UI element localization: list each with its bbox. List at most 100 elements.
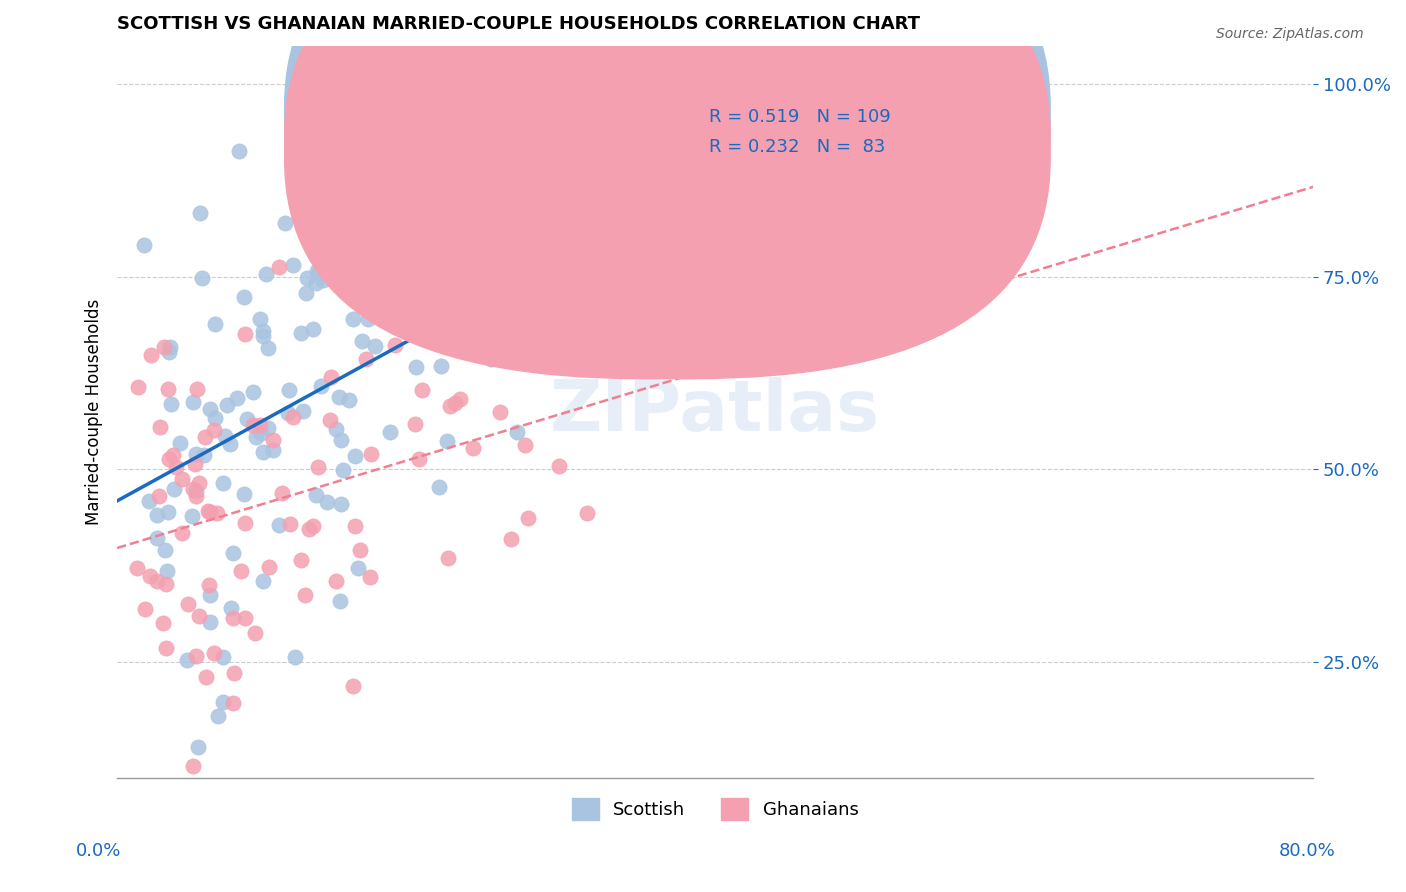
Point — [148, 489, 170, 503]
Point — [340, 176, 363, 190]
Point — [267, 517, 290, 532]
Point — [202, 646, 225, 660]
Point — [249, 418, 271, 433]
Point — [839, 62, 862, 76]
Point — [305, 201, 328, 215]
Point — [308, 264, 330, 278]
Point — [190, 271, 212, 285]
Point — [576, 506, 599, 520]
Point — [202, 423, 225, 437]
Point — [204, 411, 226, 425]
Point — [155, 576, 177, 591]
Point — [194, 669, 217, 683]
Point — [290, 553, 312, 567]
Point — [467, 299, 489, 313]
Point — [172, 525, 194, 540]
Point — [411, 383, 433, 397]
Point — [207, 708, 229, 723]
Point — [159, 340, 181, 354]
Point — [474, 291, 496, 305]
Point — [146, 531, 169, 545]
Point — [302, 518, 325, 533]
Point — [281, 258, 304, 272]
Point — [406, 291, 429, 305]
Point — [225, 391, 247, 405]
Point — [277, 406, 299, 420]
Point — [294, 285, 316, 300]
Point — [198, 578, 221, 592]
Point — [337, 393, 360, 408]
Point — [188, 609, 211, 624]
Point — [181, 509, 204, 524]
Point — [236, 411, 259, 425]
Point — [214, 429, 236, 443]
Point — [298, 522, 321, 536]
Point — [450, 392, 472, 406]
Point — [217, 398, 239, 412]
Point — [330, 497, 353, 511]
Text: 0.0%: 0.0% — [76, 842, 121, 860]
Point — [278, 516, 301, 531]
Point — [578, 258, 600, 272]
FancyBboxPatch shape — [284, 0, 1050, 350]
Point — [391, 293, 413, 308]
Point — [186, 447, 208, 461]
Y-axis label: Married-couple Households: Married-couple Households — [86, 299, 103, 524]
Point — [193, 448, 215, 462]
Point — [184, 649, 207, 664]
Point — [194, 429, 217, 443]
Point — [436, 551, 458, 566]
Point — [380, 179, 402, 194]
Point — [152, 615, 174, 630]
Point — [153, 340, 176, 354]
Point — [501, 533, 523, 547]
Point — [307, 264, 329, 278]
Point — [156, 382, 179, 396]
Point — [305, 276, 328, 290]
Legend: Scottish, Ghanaians: Scottish, Ghanaians — [564, 790, 866, 827]
Point — [437, 188, 460, 202]
Point — [404, 417, 426, 432]
Point — [211, 649, 233, 664]
Point — [479, 352, 502, 367]
Point — [494, 227, 516, 242]
Point — [163, 483, 186, 497]
Point — [404, 193, 426, 207]
Point — [281, 409, 304, 424]
Point — [309, 378, 332, 392]
Point — [235, 611, 257, 625]
Point — [307, 460, 329, 475]
Point — [252, 324, 274, 338]
Point — [553, 277, 575, 292]
Point — [252, 445, 274, 459]
Point — [228, 145, 250, 159]
Point — [250, 426, 273, 441]
Point — [235, 326, 257, 341]
Point — [252, 574, 274, 588]
Point — [768, 62, 790, 76]
Point — [548, 458, 571, 473]
Point — [295, 271, 318, 285]
Point — [169, 436, 191, 450]
Point — [139, 348, 162, 362]
Point — [157, 345, 180, 359]
Point — [492, 282, 515, 296]
Point — [262, 433, 284, 447]
Point — [245, 430, 267, 444]
Text: 80.0%: 80.0% — [1279, 842, 1336, 860]
Point — [160, 397, 183, 411]
Point — [371, 310, 394, 324]
Point — [301, 322, 323, 336]
Point — [329, 433, 352, 447]
Point — [257, 560, 280, 574]
Point — [257, 341, 280, 355]
Point — [364, 339, 387, 353]
Point — [443, 396, 465, 410]
Point — [347, 561, 370, 575]
Point — [378, 425, 401, 439]
Point — [329, 593, 352, 607]
Point — [349, 542, 371, 557]
Point — [165, 459, 187, 474]
Point — [621, 268, 644, 283]
Point — [356, 351, 378, 366]
